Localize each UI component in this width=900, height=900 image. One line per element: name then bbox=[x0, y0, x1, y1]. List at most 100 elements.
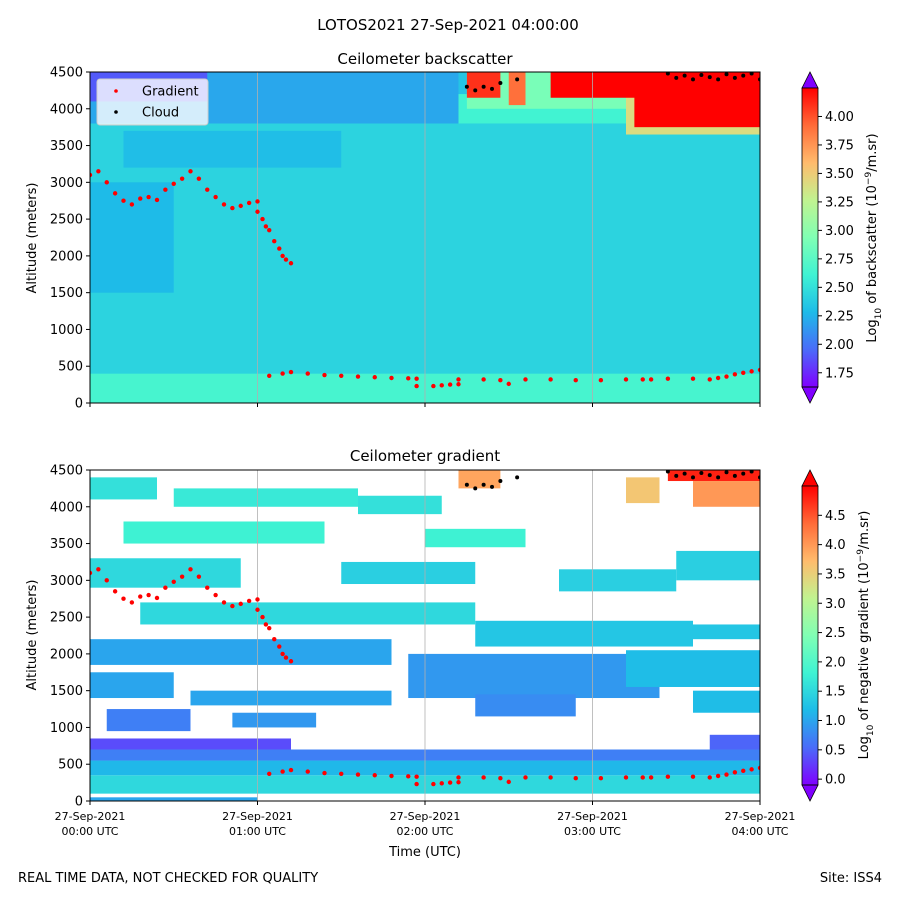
gradient-point bbox=[707, 377, 712, 382]
backscatter-x-axis bbox=[89, 403, 761, 407]
x-tick-label-date: 27-Sep-2021 bbox=[222, 810, 293, 823]
y-tick-label: 1500 bbox=[50, 286, 83, 301]
gradient-point bbox=[355, 374, 361, 379]
gradient-point bbox=[96, 169, 101, 174]
gradient-point bbox=[640, 377, 645, 382]
gradient-point bbox=[414, 774, 419, 779]
cloud-point bbox=[699, 470, 704, 475]
backscatter-colorbar: 1.75 2.00 2.25 2.50 2.75 3.00 3.25 3.50 3.75 4.00… bbox=[801, 71, 884, 404]
cloud-point bbox=[665, 72, 670, 76]
gradient-point bbox=[154, 197, 160, 203]
heatmap-cell bbox=[106, 709, 191, 732]
heatmap-cell bbox=[341, 561, 476, 585]
gradient-point bbox=[246, 200, 252, 206]
gradient-point bbox=[230, 205, 235, 211]
gradient-colorbar-ticks: 0.0 0.5 1.0 1.5 2.0 2.5 3.0 3.5 4.0 4.5 bbox=[818, 509, 846, 788]
gradient-point bbox=[246, 598, 252, 604]
gradient-point bbox=[665, 376, 671, 381]
gradient-colorbar-extend-low bbox=[801, 784, 819, 802]
gradient-colorbar: 0.0 0.5 1.0 1.5 2.0 2.5 3.0 3.5 4.0 4.5 Log10 of … bbox=[801, 469, 876, 802]
gradient-point bbox=[205, 585, 210, 590]
cloud-point bbox=[724, 470, 729, 475]
heatmap-cell bbox=[642, 624, 760, 640]
heatmap-cell bbox=[559, 569, 677, 592]
cloud-point bbox=[674, 473, 679, 478]
heatmap-cell bbox=[90, 558, 241, 588]
gradient-point bbox=[431, 383, 436, 389]
gradient-point bbox=[506, 381, 511, 387]
cloud-point bbox=[464, 482, 469, 487]
y-tick-label: 4000 bbox=[50, 500, 83, 515]
gradient-point bbox=[179, 176, 185, 181]
colorbar-tick-label: 4.5 bbox=[825, 509, 846, 524]
gradient-point bbox=[179, 574, 185, 579]
x-tick-label-date: 27-Sep-2021 bbox=[390, 810, 461, 823]
gradient-colorbar-bar bbox=[802, 486, 818, 785]
gradient-point bbox=[121, 198, 126, 203]
heatmap-cell bbox=[693, 690, 760, 713]
gradient-point bbox=[104, 180, 109, 185]
gradient-point bbox=[741, 768, 746, 774]
legend-cloud-marker bbox=[114, 110, 118, 114]
gradient-y-axis: 0 500 1000 1500 2000 2500 3000 3500 4000 4500 bbox=[50, 464, 90, 810]
gradient-point bbox=[288, 369, 294, 375]
gradient-point bbox=[129, 202, 135, 207]
backscatter-markers bbox=[90, 72, 760, 389]
colorbar-tick-label: 2.0 bbox=[825, 655, 846, 670]
heatmap-cell bbox=[667, 470, 760, 482]
cloud-point bbox=[699, 72, 704, 77]
y-tick-label: 2000 bbox=[50, 249, 83, 264]
colorbar-tick-label: 2.5 bbox=[825, 626, 846, 641]
gradient-point bbox=[138, 196, 143, 201]
x-tick-label-time: 03:00 UTC bbox=[564, 825, 621, 838]
gradient-point bbox=[188, 567, 193, 572]
cloud-point bbox=[498, 479, 503, 484]
gradient-point bbox=[90, 172, 93, 178]
gradient-point bbox=[305, 371, 310, 376]
gradient-point bbox=[447, 382, 453, 387]
heatmap-cell bbox=[408, 653, 660, 699]
gradient-point bbox=[221, 600, 227, 605]
gradient-point bbox=[623, 775, 629, 780]
x-tick-label-time: 04:00 UTC bbox=[731, 825, 788, 838]
gradient-point bbox=[146, 194, 151, 200]
cloud-point bbox=[674, 75, 679, 80]
gradient-point bbox=[690, 774, 696, 779]
backscatter-colorbar-label-prefix: Log bbox=[865, 319, 880, 342]
quality-disclaimer: REAL TIME DATA, NOT CHECKED FOR QUALITY bbox=[18, 871, 318, 886]
cloud-point bbox=[490, 484, 494, 489]
gradient-point bbox=[414, 383, 419, 389]
x-tick-label-time: 00:00 UTC bbox=[61, 825, 118, 838]
heatmap-cell bbox=[676, 550, 760, 581]
gradient-point bbox=[288, 767, 294, 773]
backscatter-gridlines bbox=[257, 72, 593, 403]
heatmap-cell bbox=[173, 488, 358, 507]
heatmap-cell bbox=[634, 72, 760, 128]
gradient-point bbox=[138, 594, 143, 599]
cloud-point bbox=[716, 77, 721, 82]
gradient-point bbox=[96, 567, 101, 572]
backscatter-colorbar-label: Log10 of backscatter (10−9/m.sr) bbox=[864, 133, 884, 342]
gradient-panel: Ceilometer gradient 0 500 1000 1500 2000 2500… bbox=[25, 447, 876, 860]
gradient-x-axis: 27-Sep-2021 00:00 UTC 27-Sep-2021 01:00 UTC… bbox=[55, 801, 795, 838]
gradient-point bbox=[277, 644, 282, 649]
gradient-point bbox=[389, 773, 394, 779]
gradient-point bbox=[238, 203, 243, 209]
colorbar-tick-label: 3.0 bbox=[825, 597, 846, 612]
y-tick-label: 0 bbox=[75, 397, 83, 412]
gradient-point bbox=[213, 592, 218, 598]
gradient-point bbox=[305, 769, 310, 774]
y-tick-label: 4000 bbox=[50, 102, 83, 117]
gradient-point bbox=[263, 622, 269, 627]
gradient-point bbox=[431, 781, 436, 787]
heatmap-cell bbox=[90, 182, 174, 293]
cloud-point bbox=[481, 84, 486, 89]
gradient-point bbox=[498, 775, 503, 781]
gradient-point bbox=[272, 238, 277, 244]
gradient-colorbar-label-suffix: /m.sr) bbox=[857, 511, 872, 549]
gradient-point bbox=[213, 194, 218, 200]
gradient-point bbox=[171, 579, 176, 585]
gradient-point bbox=[196, 574, 202, 579]
heatmap-cell bbox=[90, 477, 157, 500]
gradient-point bbox=[112, 191, 118, 196]
